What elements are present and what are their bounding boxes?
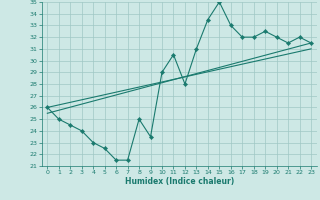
- X-axis label: Humidex (Indice chaleur): Humidex (Indice chaleur): [124, 177, 234, 186]
